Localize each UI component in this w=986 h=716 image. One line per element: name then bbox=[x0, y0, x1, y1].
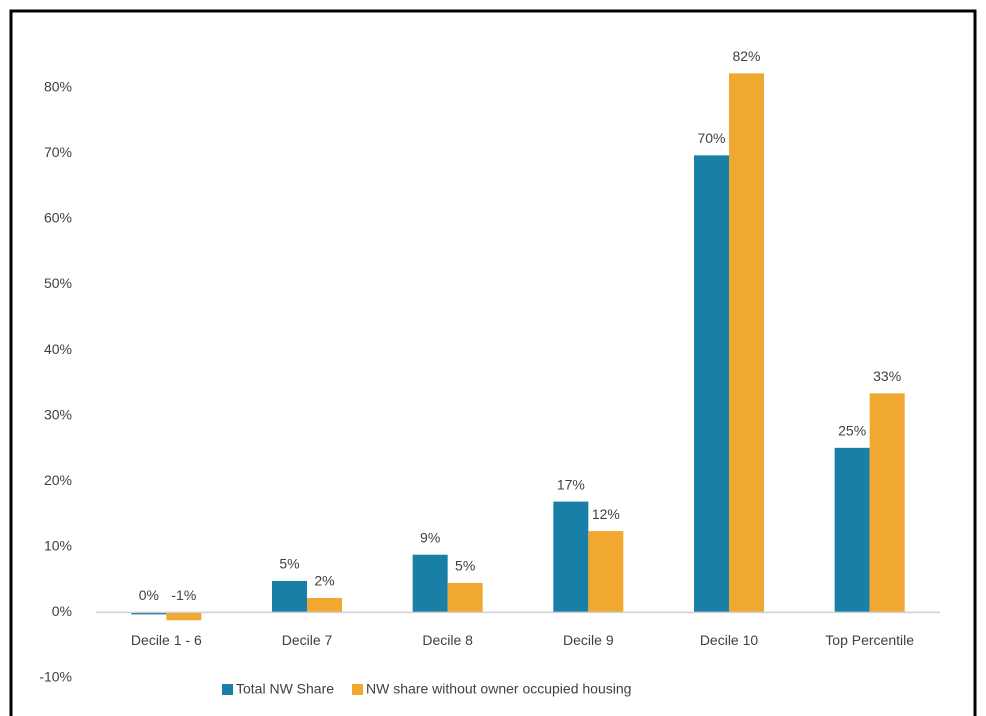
value-label: 5% bbox=[279, 556, 299, 572]
value-label: 12% bbox=[592, 506, 620, 522]
value-label: 17% bbox=[557, 476, 585, 492]
legend-swatch bbox=[352, 684, 364, 695]
x-tick-label: Decile 9 bbox=[563, 632, 614, 648]
value-label: 2% bbox=[314, 573, 334, 589]
y-tick-label: 50% bbox=[44, 275, 72, 291]
bar bbox=[729, 73, 764, 613]
y-tick-label: 80% bbox=[44, 78, 72, 94]
x-tick-label: Decile 10 bbox=[700, 632, 759, 648]
bar bbox=[588, 531, 624, 613]
y-tick-label: 40% bbox=[44, 341, 72, 357]
value-label: 82% bbox=[732, 48, 760, 64]
bar bbox=[869, 393, 905, 613]
bar bbox=[412, 554, 448, 613]
y-tick-label: 30% bbox=[44, 406, 72, 422]
value-label: 33% bbox=[873, 368, 901, 384]
y-tick-label: 10% bbox=[44, 538, 72, 554]
bar bbox=[553, 501, 589, 613]
y-tick-label: 70% bbox=[44, 144, 72, 160]
x-tick-label: Decile 1 - 6 bbox=[131, 632, 202, 648]
bar bbox=[694, 155, 729, 613]
bar bbox=[166, 612, 202, 621]
legend-label: Total NW Share bbox=[236, 681, 334, 697]
value-label: 25% bbox=[838, 423, 866, 439]
value-label: -1% bbox=[171, 587, 196, 603]
y-tick-label: 20% bbox=[44, 472, 72, 488]
x-tick-label: Decile 8 bbox=[422, 632, 473, 648]
x-tick-label: Decile 7 bbox=[282, 632, 333, 648]
bar bbox=[834, 447, 870, 613]
value-label: 0% bbox=[139, 587, 159, 603]
legend-swatch bbox=[222, 684, 233, 695]
x-tick-label: Top Percentile bbox=[825, 632, 914, 648]
legend-label: NW share without owner occupied housing bbox=[366, 681, 631, 697]
y-tick-label: -10% bbox=[39, 669, 72, 685]
value-label: 9% bbox=[420, 529, 440, 545]
value-label: 70% bbox=[697, 130, 725, 146]
bar bbox=[131, 612, 167, 615]
bar bbox=[447, 582, 483, 613]
bar bbox=[272, 580, 307, 613]
y-tick-label: 0% bbox=[52, 603, 72, 619]
frame bbox=[9, 9, 977, 716]
y-tick-label: 60% bbox=[44, 210, 72, 226]
value-label: 5% bbox=[455, 558, 475, 574]
bar bbox=[307, 597, 342, 613]
